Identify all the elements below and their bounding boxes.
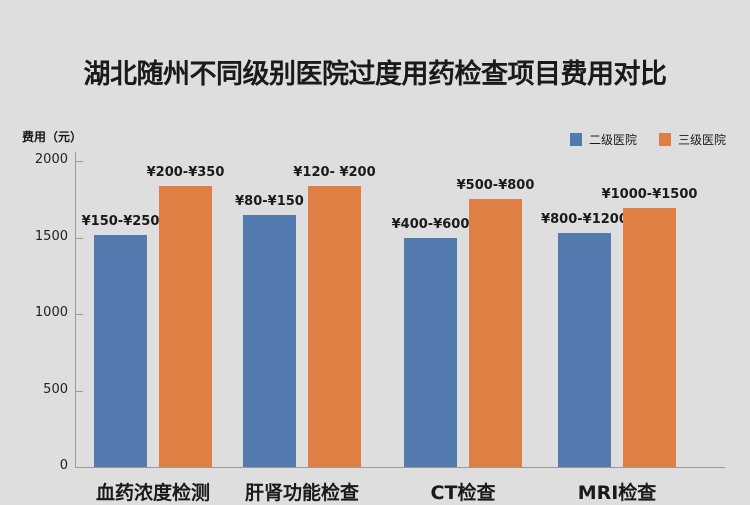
x-category-label: MRI检查 [577, 482, 657, 504]
bar-secondary [558, 232, 611, 467]
bar-tertiary [469, 199, 522, 467]
y-axis [75, 152, 76, 468]
y-tick-label: 1500 [34, 228, 68, 244]
legend-label-secondary: 二级医院 [589, 133, 638, 147]
x-category-label: 肝肾功能检查 [244, 482, 360, 504]
y-tick [75, 467, 83, 468]
bar-value-label: ¥1000-¥1500 [601, 187, 698, 203]
bar-secondary [243, 214, 296, 467]
y-tick [75, 237, 83, 239]
x-category-label: CT检查 [430, 482, 496, 504]
bar-secondary [404, 237, 457, 467]
bar-tertiary [159, 186, 212, 467]
legend-swatch-secondary [570, 133, 582, 146]
y-axis-label: 费用（元） [22, 130, 83, 144]
legend-label-tertiary: 三级医院 [678, 133, 727, 147]
y-tick [75, 390, 83, 392]
bar-value-label: ¥800-¥1200 [541, 211, 628, 227]
legend-item-secondary: 二级医院 [570, 131, 637, 148]
y-tick-label: 500 [43, 381, 68, 397]
legend-item-tertiary: 三级医院 [659, 131, 726, 148]
bar-value-label: ¥400-¥600 [391, 216, 470, 232]
legend-swatch-tertiary [659, 133, 672, 146]
bar-value-label: ¥120- ¥200 [293, 165, 376, 181]
bar-value-label: ¥150-¥250 [81, 214, 160, 230]
bar-value-label: ¥200-¥350 [146, 165, 225, 181]
bar-value-label: ¥500-¥800 [456, 178, 535, 194]
x-axis [75, 467, 725, 468]
y-tick [75, 161, 83, 162]
bar-tertiary [308, 186, 361, 467]
chart-title: 湖北随州不同级别医院过度用药检查项目费用对比 [83, 59, 668, 90]
bar-value-label: ¥80-¥150 [235, 193, 304, 209]
bar-secondary [94, 235, 147, 467]
x-category-label: 血药浓度检测 [95, 482, 211, 504]
y-tick-label: 2000 [34, 152, 68, 167]
y-tick [75, 314, 83, 315]
y-tick-label: 0 [59, 458, 68, 473]
y-tick-label: 1000 [34, 305, 68, 320]
legend: 二级医院 三级医院 [570, 131, 726, 148]
bar-tertiary [623, 208, 676, 467]
